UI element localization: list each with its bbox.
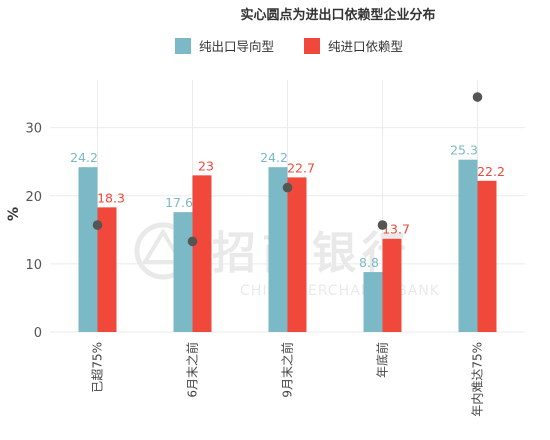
bars xyxy=(78,159,497,332)
x-tick-label: 9月末之前 xyxy=(280,342,295,398)
x-ticks: 已超75% 6月末之前 9月末之前 年底前 年内难达75% xyxy=(90,342,485,417)
bar xyxy=(477,180,497,332)
bar xyxy=(268,167,288,332)
watermark-text-cn: 招商银行 xyxy=(212,228,412,279)
y-tick-label: 30 xyxy=(25,122,42,137)
bar-value-label: 23 xyxy=(198,158,214,173)
x-tick-label: 已超75% xyxy=(90,342,105,393)
dots xyxy=(92,92,483,247)
bar xyxy=(382,238,402,332)
bar-value-label: 24.2 xyxy=(260,150,288,165)
y-tick-label: 0 xyxy=(34,326,42,341)
bar-value-label: 8.8 xyxy=(359,255,379,270)
legend: 纯出口导向型 纯进口依赖型 xyxy=(175,38,403,54)
watermark-logo-mark xyxy=(141,228,185,264)
bar xyxy=(363,272,383,332)
bar xyxy=(97,207,117,332)
bar xyxy=(173,212,193,332)
legend-swatch xyxy=(304,38,320,54)
dot-point xyxy=(282,182,293,193)
bar xyxy=(287,177,307,332)
bar-value-label: 22.2 xyxy=(477,164,505,179)
bar-value-label: 22.7 xyxy=(287,160,315,175)
y-tick-label: 20 xyxy=(25,190,42,205)
legend-label: 纯进口依赖型 xyxy=(328,39,403,54)
bar-value-label: 25.3 xyxy=(450,143,478,158)
bar xyxy=(78,167,98,332)
dot-point xyxy=(472,92,483,102)
y-ticks: 0 10 20 30 xyxy=(25,122,42,341)
bar-value-label: 24.2 xyxy=(70,150,98,165)
x-tick-label: 年内难达75% xyxy=(471,342,485,417)
x-tick-label: 6月末之前 xyxy=(185,342,200,398)
x-tick-label: 年底前 xyxy=(375,342,390,378)
bar-value-label: 17.6 xyxy=(165,195,193,210)
bar xyxy=(192,175,212,332)
legend-swatch xyxy=(175,38,191,54)
legend-label: 纯出口导向型 xyxy=(199,39,274,54)
dot-point xyxy=(187,236,198,247)
chart-title: 实心圆点为进出口依赖型企业分布 xyxy=(240,7,435,23)
bar xyxy=(458,159,478,332)
y-tick-label: 10 xyxy=(25,258,42,273)
bar-value-label: 13.7 xyxy=(382,222,410,237)
dot-point xyxy=(377,220,388,230)
dot-point xyxy=(92,220,103,230)
y-axis-label: % xyxy=(6,207,22,221)
bar-value-label: 18.3 xyxy=(97,190,125,205)
